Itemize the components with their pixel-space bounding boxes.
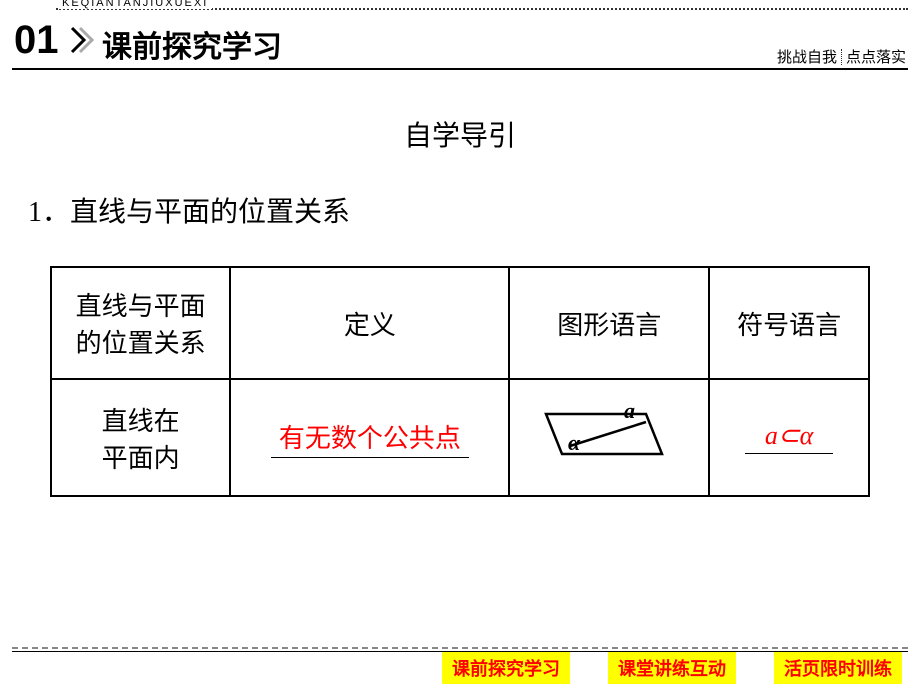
th-relation-l2: 的位置关系 xyxy=(76,329,206,358)
section-number: 01 xyxy=(14,18,59,63)
td-relation-l2: 平面内 xyxy=(102,444,180,473)
solid-rule xyxy=(12,68,908,70)
td-symbol: a⊂α xyxy=(709,379,869,496)
th-relation-l1: 直线与平面 xyxy=(76,292,206,321)
subtitle: 自学导引 xyxy=(0,114,920,154)
pinyin-label: KEQIANTANJIUXUEXI xyxy=(58,0,212,9)
th-figure: 图形语言 xyxy=(509,267,709,379)
td-relation: 直线在 平面内 xyxy=(51,379,230,496)
symbol-answer: a⊂α xyxy=(745,421,833,454)
th-relation: 直线与平面 的位置关系 xyxy=(51,267,230,379)
page-header: KEQIANTANJIUXUEXI 01 课前探究学习 挑战自我 点点落实 xyxy=(0,0,920,78)
td-relation-l1: 直线在 xyxy=(102,407,180,436)
chevron-icon xyxy=(70,24,94,56)
line-label-a: a xyxy=(624,398,635,423)
th-definition: 定义 xyxy=(230,267,509,379)
plane-line-diagram: a α xyxy=(534,398,684,470)
nav-preclass-button[interactable]: 课前探究学习 xyxy=(442,652,570,684)
tag-points: 点点落实 xyxy=(846,46,906,67)
td-definition: 有无数个公共点 xyxy=(230,379,509,496)
divider-icon xyxy=(841,49,842,65)
topic-heading: 1．直线与平面的位置关系 xyxy=(28,190,920,230)
section-title: 课前探究学习 xyxy=(102,22,282,66)
nav-class-button[interactable]: 课堂讲练互动 xyxy=(608,652,736,684)
th-symbol: 符号语言 xyxy=(709,267,869,379)
nav-practice-button[interactable]: 活页限时训练 xyxy=(774,652,902,684)
tag-challenge: 挑战自我 xyxy=(777,46,837,67)
header-right-tags: 挑战自我 点点落实 xyxy=(777,46,906,67)
footer-nav: 课前探究学习 课堂讲练互动 活页限时训练 xyxy=(442,652,902,684)
definition-answer: 有无数个公共点 xyxy=(271,418,469,458)
td-figure: a α xyxy=(509,379,709,496)
plane-label-alpha: α xyxy=(568,430,581,455)
relation-table: 直线与平面 的位置关系 定义 图形语言 符号语言 直线在 平面内 有无数个公共点… xyxy=(50,266,870,497)
